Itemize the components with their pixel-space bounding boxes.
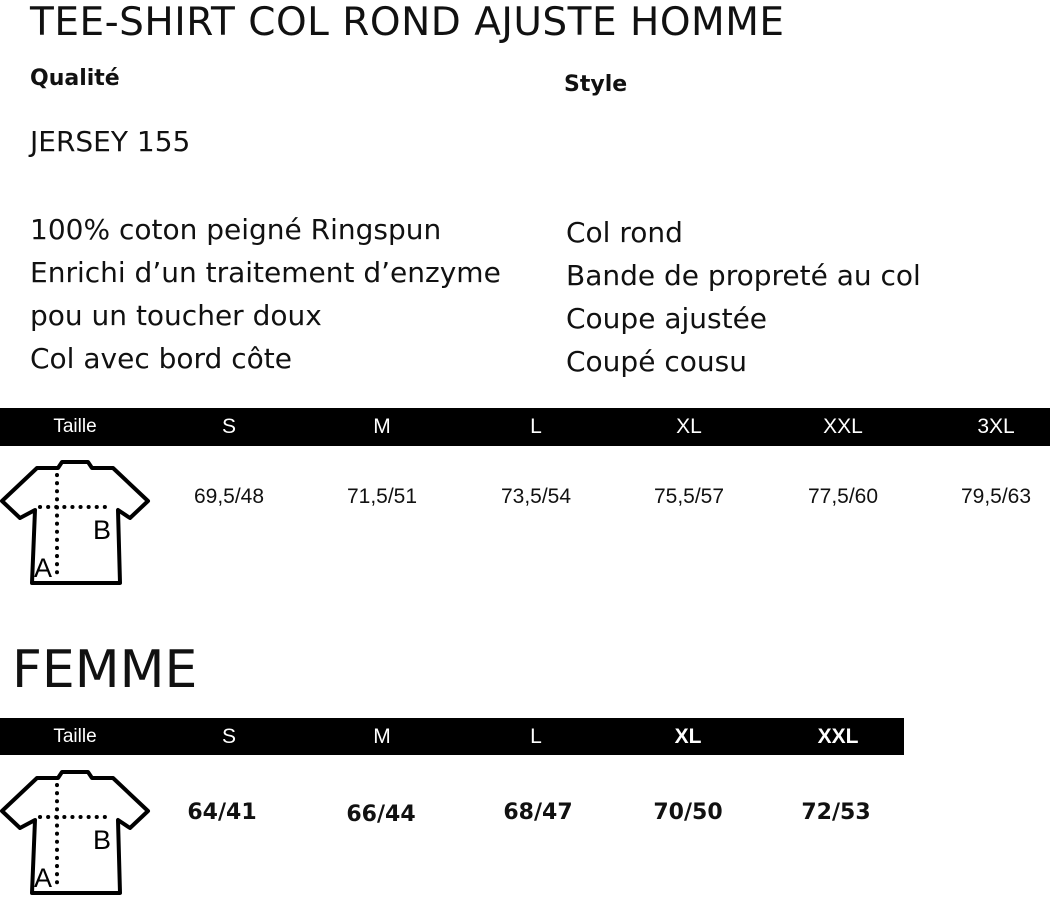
size-xl: XL: [676, 415, 702, 438]
label-a: A: [34, 553, 52, 583]
femme-value-xxl: 72/53: [801, 800, 871, 825]
size-xxl: XXL: [817, 724, 859, 748]
femme-value-l: 68/47: [503, 800, 573, 825]
femme-value-m: 66/44: [346, 802, 416, 827]
homme-size-header: Taille S M L XL XXL 3XL: [0, 408, 1050, 446]
style-line: Coupé cousu: [566, 345, 747, 378]
label-a: A: [34, 863, 52, 893]
quality-name: JERSEY 155: [30, 125, 191, 158]
tshirt-measure-icon: B A: [0, 770, 150, 895]
style-line: Col rond: [566, 216, 683, 249]
quality-label: Qualité: [30, 66, 120, 91]
label-b: B: [93, 515, 111, 545]
size-m: M: [373, 415, 391, 438]
homme-value-xl: 75,5/57: [653, 485, 725, 508]
quality-list: 100% coton peigné Ringspun Enrichi d’un …: [30, 208, 501, 380]
femme-size-header: Taille S M L XL XXL: [0, 718, 904, 755]
homme-value-m: 71,5/51: [346, 485, 418, 508]
size-s: S: [221, 415, 237, 438]
femme-value-s: 64/41: [187, 800, 257, 825]
homme-value-xxl: 77,5/60: [807, 485, 879, 508]
size-l: L: [530, 724, 542, 748]
size-m: M: [373, 724, 391, 748]
homme-value-s: 69,5/48: [193, 485, 265, 508]
size-l: L: [530, 415, 542, 438]
femme-title: FEMME: [12, 640, 198, 700]
style-line: Coupe ajustée: [566, 302, 768, 335]
quality-line: pou un toucher doux: [30, 299, 322, 332]
tshirt-measure-icon: B A: [0, 460, 150, 585]
size-header-label: Taille: [53, 725, 97, 747]
quality-line: Enrichi d’un traitement d’enzyme: [30, 256, 501, 289]
size-xl: XL: [674, 724, 702, 748]
style-label: Style: [564, 72, 628, 97]
femme-value-xl: 70/50: [653, 800, 723, 825]
quality-line: 100% coton peigné Ringspun: [30, 213, 442, 246]
size-header-label: Taille: [53, 416, 97, 437]
homme-value-3xl: 79,5/63: [960, 485, 1032, 508]
size-s: S: [221, 724, 237, 748]
size-3xl: 3XL: [977, 415, 1015, 438]
style-line: Bande de propreté au col: [566, 259, 921, 292]
homme-value-l: 73,5/54: [500, 485, 572, 508]
quality-line: Col avec bord côte: [30, 342, 292, 375]
page-title: TEE-SHIRT COL ROND AJUSTE HOMME: [30, 0, 785, 45]
size-xxl: XXL: [823, 415, 863, 438]
label-b: B: [93, 825, 111, 855]
style-list: Col rond Bande de propreté au col Coupe …: [566, 211, 921, 383]
